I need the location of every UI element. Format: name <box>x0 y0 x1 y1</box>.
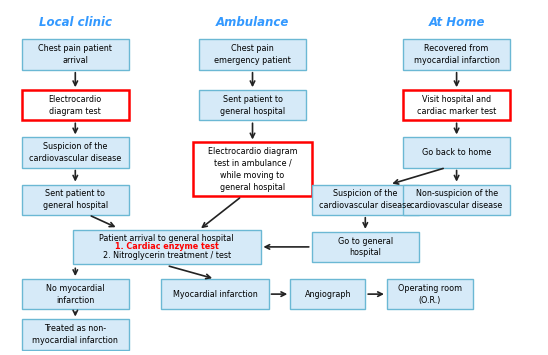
Text: 2. Nitroglycerin treatment / test: 2. Nitroglycerin treatment / test <box>102 251 231 260</box>
FancyBboxPatch shape <box>312 185 419 215</box>
Text: Chest pain patient
arrival: Chest pain patient arrival <box>38 44 112 65</box>
FancyBboxPatch shape <box>21 137 129 168</box>
Text: Sent patient to
general hospital: Sent patient to general hospital <box>43 189 108 210</box>
FancyBboxPatch shape <box>21 39 129 70</box>
FancyBboxPatch shape <box>403 39 510 70</box>
Text: Myocardial infarction: Myocardial infarction <box>173 290 258 299</box>
Text: At Home: At Home <box>429 16 485 29</box>
Text: No myocardial
infarction: No myocardial infarction <box>46 284 105 305</box>
Text: Recovered from
myocardial infarction: Recovered from myocardial infarction <box>414 44 500 65</box>
FancyBboxPatch shape <box>403 90 510 120</box>
Text: Visit hospital and
cardiac marker test: Visit hospital and cardiac marker test <box>417 95 496 116</box>
Text: Chest pain
emergency patient: Chest pain emergency patient <box>214 44 291 65</box>
Text: Non-suspicion of the
cardiovascular disease: Non-suspicion of the cardiovascular dise… <box>410 189 503 210</box>
FancyBboxPatch shape <box>161 279 269 309</box>
FancyBboxPatch shape <box>193 142 312 196</box>
FancyBboxPatch shape <box>403 185 510 215</box>
FancyBboxPatch shape <box>21 320 129 350</box>
Text: Go back to home: Go back to home <box>422 148 491 157</box>
FancyBboxPatch shape <box>21 185 129 215</box>
FancyBboxPatch shape <box>21 279 129 309</box>
Text: Treated as non-
myocardial infarction: Treated as non- myocardial infarction <box>32 324 118 345</box>
Text: Ambulance: Ambulance <box>216 16 289 29</box>
FancyBboxPatch shape <box>387 279 473 309</box>
Text: Patient arrival to general hospital: Patient arrival to general hospital <box>99 234 234 243</box>
Text: Go to general
hospital: Go to general hospital <box>338 236 393 257</box>
Text: Suspicion of the
cardiovascular disease: Suspicion of the cardiovascular disease <box>319 189 412 210</box>
FancyBboxPatch shape <box>312 232 419 262</box>
Text: 1. Cardiac enzyme test: 1. Cardiac enzyme test <box>115 242 219 251</box>
Text: Electrocardio diagram
test in ambulance /
while moving to
general hospital: Electrocardio diagram test in ambulance … <box>208 147 298 192</box>
FancyBboxPatch shape <box>21 90 129 120</box>
FancyBboxPatch shape <box>403 137 510 168</box>
FancyBboxPatch shape <box>72 230 260 264</box>
FancyBboxPatch shape <box>290 279 366 309</box>
Text: Suspicion of the
cardiovascular disease: Suspicion of the cardiovascular disease <box>29 142 122 163</box>
FancyBboxPatch shape <box>199 90 306 120</box>
Text: Local clinic: Local clinic <box>39 16 112 29</box>
Text: Electrocardio
diagram test: Electrocardio diagram test <box>49 95 102 116</box>
Text: Operating room
(O.R.): Operating room (O.R.) <box>398 284 462 305</box>
Text: Sent patient to
general hospital: Sent patient to general hospital <box>220 95 285 116</box>
FancyBboxPatch shape <box>199 39 306 70</box>
Text: Angiograph: Angiograph <box>305 290 351 299</box>
